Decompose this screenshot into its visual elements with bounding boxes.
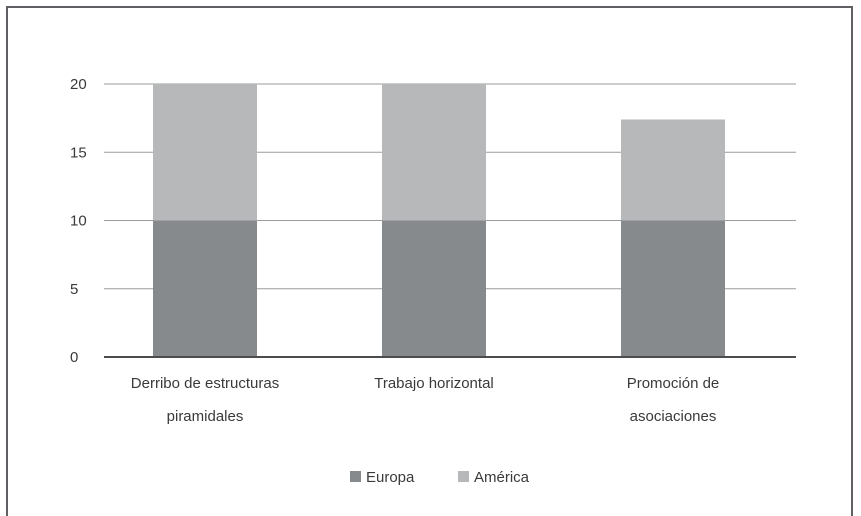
y-tick-label: 10	[70, 213, 87, 230]
bar-europa-2	[621, 220, 725, 357]
bar-amrica-1	[382, 84, 486, 221]
category-label: Derribo de estructuras	[131, 375, 279, 392]
category-label: Trabajo horizontal	[374, 375, 494, 392]
bar-amrica-0	[153, 84, 257, 221]
category-label: asociaciones	[630, 408, 717, 425]
legend-label: América	[474, 469, 530, 486]
y-tick-label: 15	[70, 144, 87, 161]
category-label: Promoción de	[627, 375, 720, 392]
y-tick-label: 5	[70, 281, 78, 298]
bar-amrica-2	[621, 119, 725, 221]
legend-swatch	[458, 471, 469, 482]
y-tick-label: 20	[70, 76, 87, 93]
bar-europa-0	[153, 220, 257, 357]
y-tick-label: 0	[70, 349, 78, 366]
category-label: piramidales	[167, 408, 244, 425]
legend-label: Europa	[366, 469, 415, 486]
legend-swatch	[350, 471, 361, 482]
bar-europa-1	[382, 220, 486, 357]
